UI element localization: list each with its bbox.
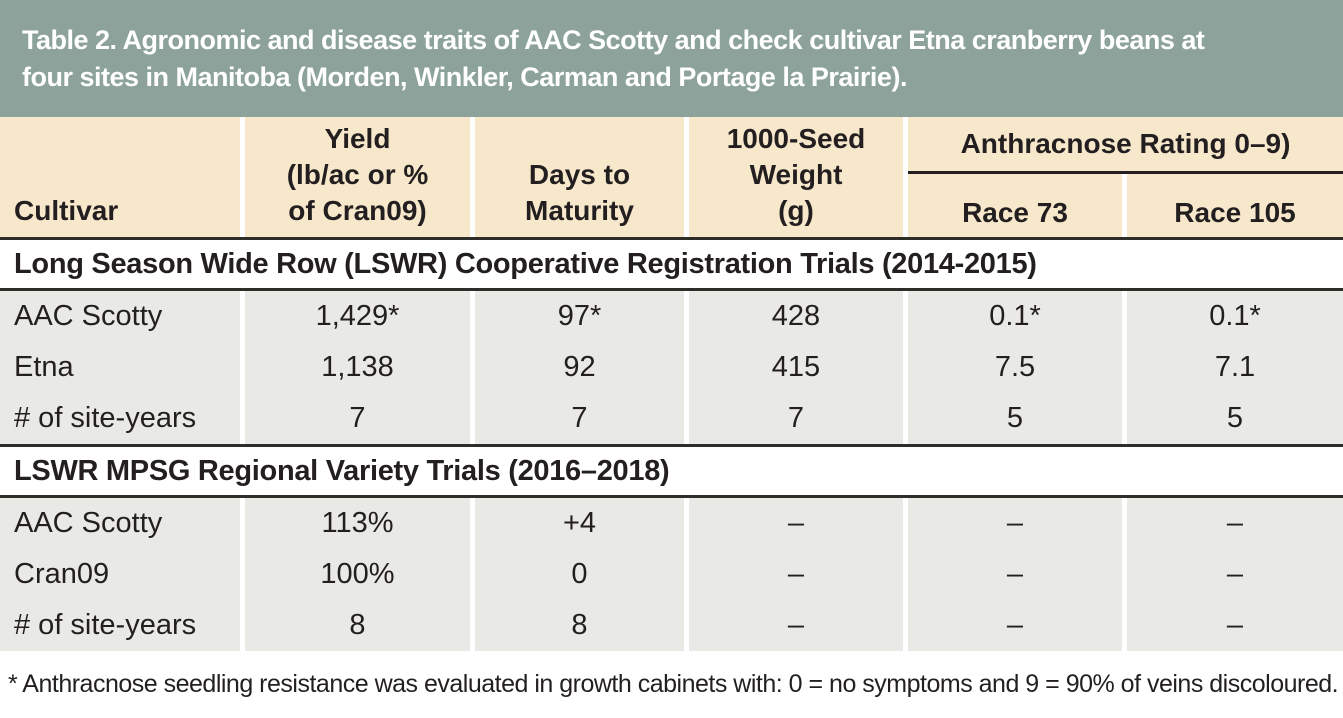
column-header-yield: Yield (lb/ac or % of Cran09)	[245, 117, 470, 237]
cell-yield: 7	[245, 393, 470, 444]
column-header-seed-line: Weight	[749, 159, 843, 190]
cell-seed-weight: –	[689, 549, 903, 600]
cell-yield: 1,138	[245, 342, 470, 393]
horizontal-rule	[0, 288, 1343, 291]
cell-cultivar: AAC Scotty	[0, 291, 240, 342]
cell-days: 97*	[475, 291, 684, 342]
cell-seed-weight: 415	[689, 342, 903, 393]
horizontal-rule	[0, 237, 1343, 240]
column-header-days-line: Maturity	[525, 195, 634, 226]
table-title-line-2: four sites in Manitoba (Morden, Winkler,…	[22, 61, 907, 92]
cell-cultivar: Etna	[0, 342, 240, 393]
cell-yield: 8	[245, 600, 470, 651]
cell-yield: 113%	[245, 498, 470, 549]
column-header-cultivar: Cultivar	[0, 117, 240, 237]
column-header-row: Cultivar Yield (lb/ac or % of Cran09) Da…	[0, 117, 1343, 237]
horizontal-rule	[0, 495, 1343, 498]
column-header-race-73: Race 73	[908, 174, 1122, 237]
cell-days: 8	[475, 600, 684, 651]
cell-days: 92	[475, 342, 684, 393]
cell-race73: –	[908, 549, 1122, 600]
column-header-days-line: Days to	[528, 159, 631, 190]
column-header-seed-line: 1000-Seed	[726, 123, 866, 154]
table-title-line-1: Table 2. Agronomic and disease traits of…	[22, 24, 1205, 55]
section-header-lswr-coop: Long Season Wide Row (LSWR) Cooperative …	[0, 240, 1343, 288]
cell-days: 7	[475, 393, 684, 444]
footnote: * Anthracnose seedling resistance was ev…	[0, 651, 1343, 718]
cell-race105: –	[1127, 549, 1343, 600]
column-header-yield-line: (lb/ac or %	[286, 159, 429, 190]
section-body-lswr-coop: AAC Scotty 1,429* 97* 428 0.1* 0.1* Etna…	[0, 291, 1343, 444]
cell-race73: –	[908, 498, 1122, 549]
cell-race73: –	[908, 600, 1122, 651]
cell-seed-weight: 428	[689, 291, 903, 342]
cell-race73: 5	[908, 393, 1122, 444]
cell-race105: –	[1127, 498, 1343, 549]
cell-race105: 7.1	[1127, 342, 1343, 393]
horizontal-rule	[0, 444, 1343, 447]
section-body-lswr-mpsg: AAC Scotty 113% +4 – – – Cran09 100% 0 –…	[0, 498, 1343, 651]
cell-cultivar: # of site-years	[0, 393, 240, 444]
column-header-yield-line: Yield	[324, 123, 391, 154]
cell-seed-weight: –	[689, 498, 903, 549]
cell-race105: –	[1127, 600, 1343, 651]
cell-yield: 1,429*	[245, 291, 470, 342]
race-subheader-row: Race 73 Race 105	[908, 174, 1343, 237]
column-header-yield-line: of Cran09)	[288, 195, 427, 226]
cell-race73: 0.1*	[908, 291, 1122, 342]
section-header-lswr-mpsg: LSWR MPSG Regional Variety Trials (2016–…	[0, 447, 1343, 495]
cell-race73: 7.5	[908, 342, 1122, 393]
cell-race105: 0.1*	[1127, 291, 1343, 342]
cell-days: 0	[475, 549, 684, 600]
column-header-anthracnose-group: Anthracnose Rating 0–9) Race 73 Race 105	[908, 117, 1343, 237]
cell-cultivar: Cran09	[0, 549, 240, 600]
cell-race105: 5	[1127, 393, 1343, 444]
cell-days: +4	[475, 498, 684, 549]
table-title-bar: Table 2. Agronomic and disease traits of…	[0, 0, 1343, 117]
cell-yield: 100%	[245, 549, 470, 600]
cell-cultivar: AAC Scotty	[0, 498, 240, 549]
cell-cultivar: # of site-years	[0, 600, 240, 651]
anthracnose-divider-rule	[908, 171, 1343, 174]
column-header-seed-line: (g)	[778, 195, 814, 226]
column-header-seed-weight: 1000-Seed Weight (g)	[689, 117, 903, 237]
cell-seed-weight: –	[689, 600, 903, 651]
anthracnose-rating-label: Anthracnose Rating 0–9)	[908, 117, 1343, 171]
column-header-days-to-maturity: Days to Maturity	[475, 117, 684, 237]
column-header-race-105: Race 105	[1127, 174, 1343, 237]
cell-seed-weight: 7	[689, 393, 903, 444]
